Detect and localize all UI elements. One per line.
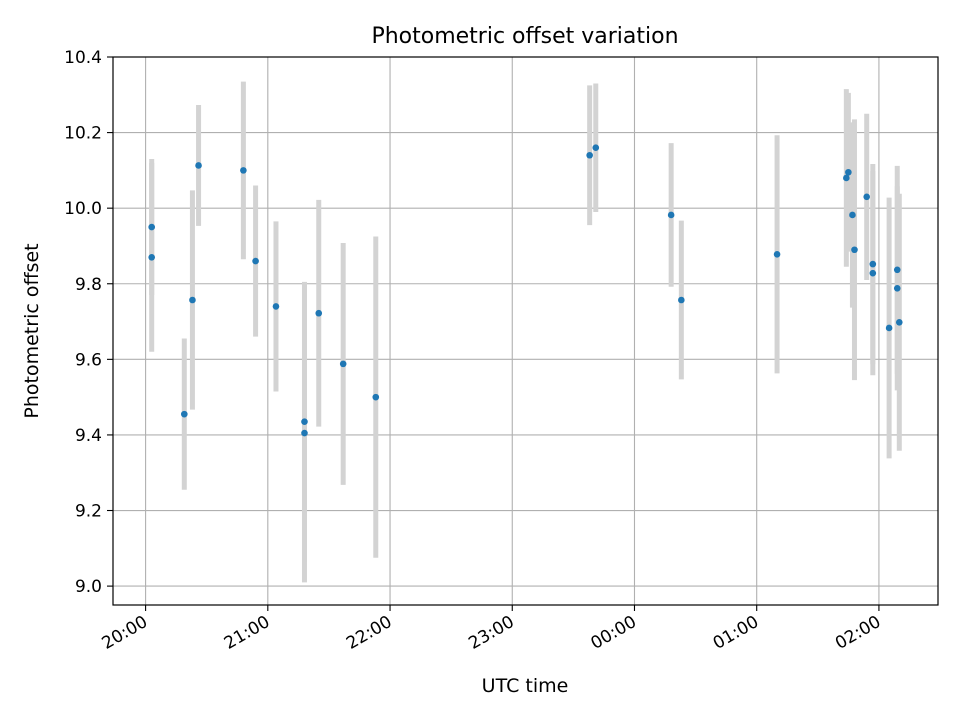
data-point	[315, 309, 323, 317]
data-points	[148, 144, 903, 437]
data-point	[851, 246, 858, 254]
y-tick-label: 10.0	[64, 199, 102, 219]
data-point	[301, 418, 308, 426]
data-point	[773, 250, 781, 258]
y-axis: 9.0 9.2 9.4 9.6 9.8 10.0 10.2 10.4	[64, 48, 113, 597]
y-tick-label: 9.2	[75, 502, 102, 522]
data-point	[586, 151, 593, 159]
data-point	[895, 319, 903, 326]
y-tick-label: 10.4	[64, 48, 102, 68]
data-point	[893, 284, 901, 292]
data-point	[195, 162, 202, 169]
data-point	[339, 360, 347, 368]
data-point	[667, 211, 675, 219]
y-tick-label: 9.6	[75, 350, 102, 370]
data-point	[849, 211, 856, 219]
plot-area	[113, 57, 938, 605]
data-point	[148, 223, 156, 231]
data-point	[272, 303, 280, 310]
data-point	[189, 296, 196, 304]
y-axis-label: Photometric offset	[21, 243, 43, 418]
data-point	[180, 410, 188, 418]
data-point	[240, 167, 247, 174]
y-tick-label: 9.4	[75, 426, 102, 446]
data-point	[869, 269, 877, 277]
data-point	[845, 168, 852, 176]
data-point	[885, 324, 893, 332]
plot-frame	[112, 56, 939, 606]
data-point	[372, 393, 380, 401]
data-point	[893, 266, 901, 274]
data-point	[148, 254, 156, 261]
y-tick-label: 9.8	[75, 275, 102, 295]
data-point	[869, 260, 877, 268]
data-point	[678, 296, 685, 304]
y-tick-label: 10.2	[64, 124, 102, 144]
x-axis-label: UTC time	[482, 675, 569, 697]
data-point	[252, 257, 259, 265]
data-point	[843, 174, 850, 182]
y-tick-label: 9.0	[75, 577, 102, 597]
chart-title: Photometric offset variation	[371, 24, 678, 49]
data-point	[301, 429, 308, 437]
data-point	[592, 144, 600, 152]
data-point	[863, 193, 871, 201]
